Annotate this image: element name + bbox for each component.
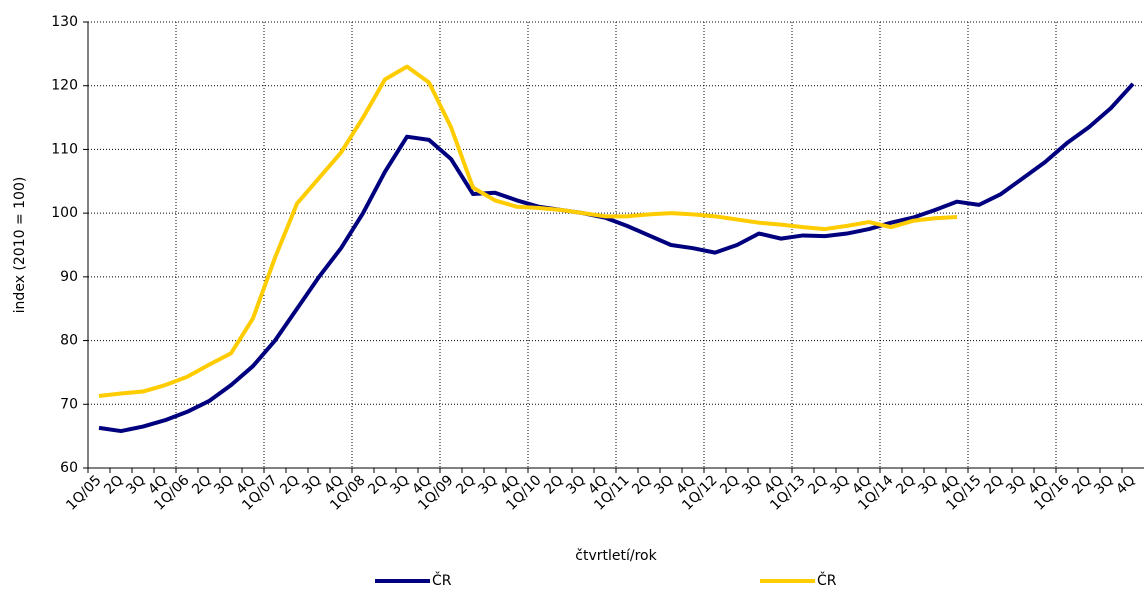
x-tick-label: 1Q/05 <box>63 472 104 513</box>
x-tick-label: 2Q <box>453 472 478 497</box>
x-tick-label: 3Q <box>651 472 676 497</box>
y-tick-label: 100 <box>51 205 78 221</box>
x-tick-label: 3Q <box>1003 472 1028 497</box>
y-tick-label: 110 <box>51 141 78 157</box>
x-tick-label: 3Q <box>211 472 236 497</box>
y-tick-label: 80 <box>60 333 78 349</box>
x-tick-label: 2Q <box>629 472 654 497</box>
x-tick-label: 2Q <box>1069 472 1094 497</box>
x-tick-label: 2Q <box>805 472 830 497</box>
x-tick-label: 2Q <box>277 472 302 497</box>
x-tick-label: 3Q <box>563 472 588 497</box>
x-tick-label: 3Q <box>827 472 852 497</box>
x-tick-label: 2Q <box>893 472 918 497</box>
series-line <box>98 64 958 398</box>
x-axis-label: čtvrtletí/rok <box>575 548 657 564</box>
x-tick-label: 2Q <box>365 472 390 497</box>
y-tick-label: 90 <box>60 269 78 285</box>
x-tick-label: 3Q <box>1091 472 1116 497</box>
x-tick-label: 3Q <box>475 472 500 497</box>
x-tick-label: 3Q <box>915 472 940 497</box>
x-tick-label: 3Q <box>387 472 412 497</box>
series-line <box>98 82 1135 434</box>
y-tick-label: 130 <box>51 14 78 30</box>
x-tick-label: 2Q <box>189 472 214 497</box>
x-tick-label: 3Q <box>299 472 324 497</box>
x-tick-label: 3Q <box>739 472 764 497</box>
x-tick-label: 2Q <box>981 472 1006 497</box>
y-tick-label: 70 <box>60 396 78 412</box>
y-tick-label: 60 <box>60 460 78 476</box>
y-axis-label: index (2010 = 100) <box>12 177 28 314</box>
legend-label: ČR <box>432 571 452 589</box>
x-tick-label: 2Q <box>717 472 742 497</box>
x-tick-label: 3Q <box>123 472 148 497</box>
legend-label: ČR <box>817 571 837 589</box>
x-tick-label: 2Q <box>541 472 566 497</box>
y-tick-label: 120 <box>51 78 78 94</box>
x-tick-label: 4Q <box>1113 472 1138 497</box>
x-tick-label: 2Q <box>101 472 126 497</box>
